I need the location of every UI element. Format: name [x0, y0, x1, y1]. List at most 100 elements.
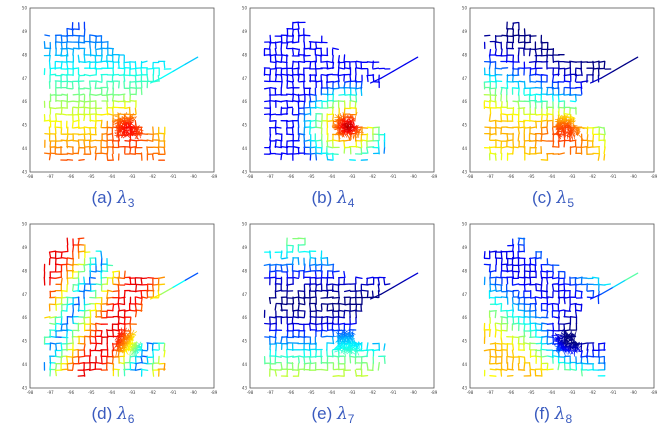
y-tick-label: 49: [462, 29, 468, 34]
x-tick-label: -95: [308, 390, 315, 395]
x-tick-label: -95: [528, 174, 535, 179]
graph-plot-e: -98-97-96-95-94-93-92-91-90-895049484746…: [228, 218, 438, 398]
x-tick-label: -90: [630, 174, 637, 179]
x-tick-label: -96: [288, 390, 295, 395]
lambda-symbol: λ: [337, 188, 348, 208]
x-tick-label: -97: [47, 390, 54, 395]
graph-plot-d: -98-97-96-95-94-93-92-91-90-895049484746…: [8, 218, 218, 398]
y-tick-label: 46: [462, 315, 468, 320]
x-tick-label: -98: [467, 390, 474, 395]
x-tick-label: -96: [68, 390, 75, 395]
y-tick-label: 44: [242, 362, 248, 367]
lambda-subscript: 4: [348, 196, 355, 210]
y-tick-label: 46: [242, 315, 248, 320]
y-tick-label: 47: [242, 76, 248, 81]
x-tick-label: -90: [190, 174, 197, 179]
road-network: [484, 22, 637, 160]
x-tick-label: -89: [211, 174, 218, 179]
y-tick-label: 43: [462, 170, 468, 175]
y-tick-label: 48: [242, 268, 248, 273]
x-tick-label: -91: [170, 174, 177, 179]
x-tick-label: -98: [247, 390, 254, 395]
x-tick-label: -93: [349, 174, 356, 179]
x-tick-label: -98: [27, 174, 34, 179]
caption-f: (f) λ8: [448, 404, 658, 426]
x-tick-label: -92: [149, 174, 156, 179]
y-tick-label: 43: [462, 386, 468, 391]
x-tick-label: -94: [109, 174, 116, 179]
graph-plot-a: -98-97-96-95-94-93-92-91-90-895049484746…: [8, 2, 218, 182]
x-tick-label: -98: [27, 390, 34, 395]
y-tick-label: 50: [462, 6, 468, 11]
x-tick-label: -90: [410, 174, 417, 179]
x-tick-label: -97: [267, 174, 274, 179]
y-tick-label: 47: [462, 76, 468, 81]
y-tick-label: 46: [242, 99, 248, 104]
road-network: [44, 22, 197, 160]
graph-plot-c: -98-97-96-95-94-93-92-91-90-895049484746…: [448, 2, 658, 182]
x-tick-label: -91: [610, 174, 617, 179]
y-tick-label: 45: [22, 339, 28, 344]
x-tick-label: -92: [369, 174, 376, 179]
y-tick-label: 45: [22, 123, 28, 128]
y-tick-label: 44: [22, 146, 28, 151]
graph-plot-f: -98-97-96-95-94-93-92-91-90-895049484746…: [448, 218, 658, 398]
x-tick-label: -96: [508, 390, 515, 395]
x-tick-label: -89: [431, 174, 438, 179]
y-tick-label: 49: [242, 245, 248, 250]
y-tick-label: 48: [462, 268, 468, 273]
road-network: [264, 238, 417, 376]
y-tick-label: 45: [462, 123, 468, 128]
y-tick-label: 45: [242, 123, 248, 128]
x-tick-label: -90: [630, 390, 637, 395]
x-tick-label: -96: [288, 174, 295, 179]
y-tick-label: 47: [242, 292, 248, 297]
caption-c: (c) λ5: [448, 188, 658, 210]
x-tick-label: -89: [211, 390, 218, 395]
x-tick-label: -93: [129, 174, 136, 179]
lambda-symbol: λ: [337, 404, 348, 424]
x-tick-label: -92: [589, 174, 596, 179]
x-tick-label: -95: [88, 174, 95, 179]
x-tick-label: -95: [88, 390, 95, 395]
caption-label: (a): [92, 188, 113, 207]
lambda-subscript: 8: [565, 412, 572, 426]
x-tick-label: -96: [68, 174, 75, 179]
caption-label: (b): [312, 188, 333, 207]
x-tick-label: -96: [508, 174, 515, 179]
x-tick-label: -97: [487, 390, 494, 395]
x-tick-label: -95: [528, 390, 535, 395]
caption-label: (e): [312, 404, 333, 423]
x-tick-label: -98: [467, 174, 474, 179]
x-tick-label: -95: [308, 174, 315, 179]
y-tick-label: 49: [462, 245, 468, 250]
lambda-symbol: λ: [557, 188, 568, 208]
y-tick-label: 49: [242, 29, 248, 34]
y-tick-label: 47: [22, 292, 28, 297]
x-tick-label: -92: [369, 390, 376, 395]
y-tick-label: 45: [462, 339, 468, 344]
x-tick-label: -92: [149, 390, 156, 395]
y-tick-label: 46: [462, 99, 468, 104]
y-tick-label: 48: [242, 52, 248, 57]
x-tick-label: -90: [410, 390, 417, 395]
caption-label: (c): [532, 188, 552, 207]
lambda-subscript: 3: [128, 196, 135, 210]
y-tick-label: 50: [22, 222, 28, 227]
x-tick-label: -93: [129, 390, 136, 395]
y-tick-label: 44: [462, 146, 468, 151]
x-tick-label: -94: [329, 174, 336, 179]
x-tick-label: -90: [190, 390, 197, 395]
y-tick-label: 43: [242, 386, 248, 391]
x-tick-label: -89: [651, 390, 658, 395]
x-tick-label: -92: [589, 390, 596, 395]
caption-label: (d): [92, 404, 113, 423]
y-tick-label: 44: [242, 146, 248, 151]
y-tick-label: 47: [22, 76, 28, 81]
x-tick-label: -94: [549, 174, 556, 179]
